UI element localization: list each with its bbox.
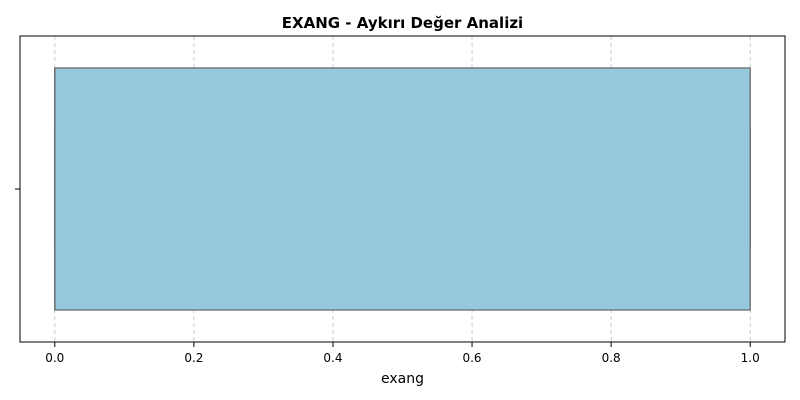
x-tick-label: 0.4	[323, 351, 342, 365]
x-axis-label: exang	[381, 371, 424, 387]
x-tick-label: 0.8	[602, 351, 621, 365]
box-group	[54, 67, 751, 311]
x-tick-label: 0.6	[462, 351, 481, 365]
chart-title: EXANG - Aykırı Değer Analizi	[282, 14, 523, 32]
x-axis-ticks: 0.0 0.2 0.4 0.6 0.8 1.0	[45, 342, 760, 365]
x-tick-label: 1.0	[741, 351, 760, 365]
iqr-box	[54, 67, 751, 311]
x-tick-label: 0.0	[45, 351, 64, 365]
x-tick-label: 0.2	[184, 351, 203, 365]
